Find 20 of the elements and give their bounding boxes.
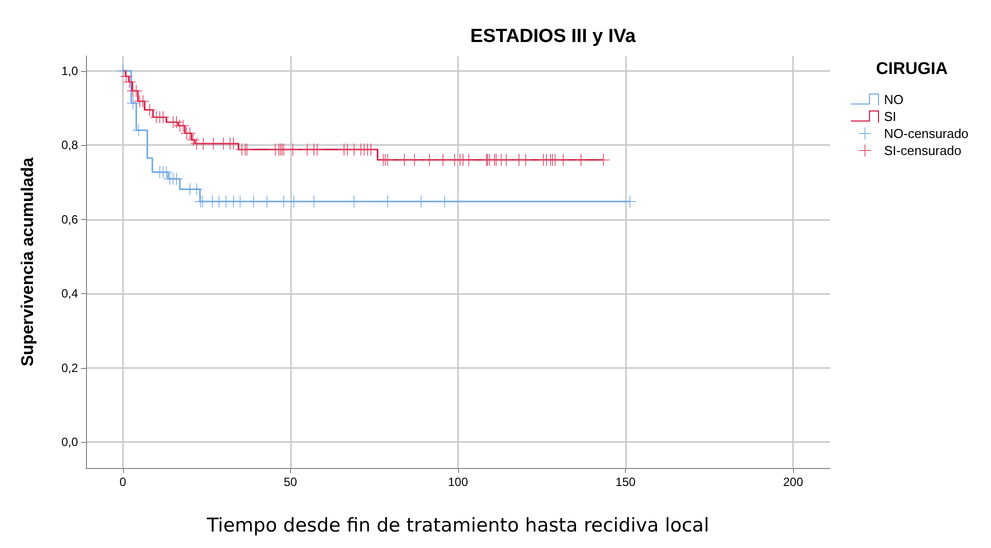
y-tick-label: 1,0	[61, 64, 78, 78]
y-tick-label: 0,4	[61, 286, 78, 301]
legend-label: SI-censurado	[884, 143, 962, 158]
x-axis-title: Tiempo desde fin de tratamiento hasta recidiva local	[206, 514, 710, 536]
x-tick-label: 50	[284, 475, 298, 489]
x-tick-label: 150	[616, 475, 636, 489]
point	[116, 64, 129, 77]
x-tick-label: 200	[783, 475, 804, 489]
y-tick-label: 0,6	[61, 212, 78, 226]
legend-label: NO	[884, 92, 904, 107]
y-tick-label: 0,0	[61, 435, 78, 450]
legend-label: SI	[884, 109, 896, 124]
legend-label: NO-censurado	[884, 126, 969, 141]
y-tick-label: 0,8	[61, 138, 78, 152]
y-tick-label: 0,2	[61, 360, 78, 375]
legend-title: CIRUGIA	[876, 59, 948, 78]
chart-title: ESTADIOS III y IVa	[470, 26, 636, 47]
y-axis-title: Supervivencia acumulada	[18, 157, 37, 366]
x-tick-label: 100	[448, 475, 468, 489]
x-tick-label: 0	[120, 475, 127, 489]
